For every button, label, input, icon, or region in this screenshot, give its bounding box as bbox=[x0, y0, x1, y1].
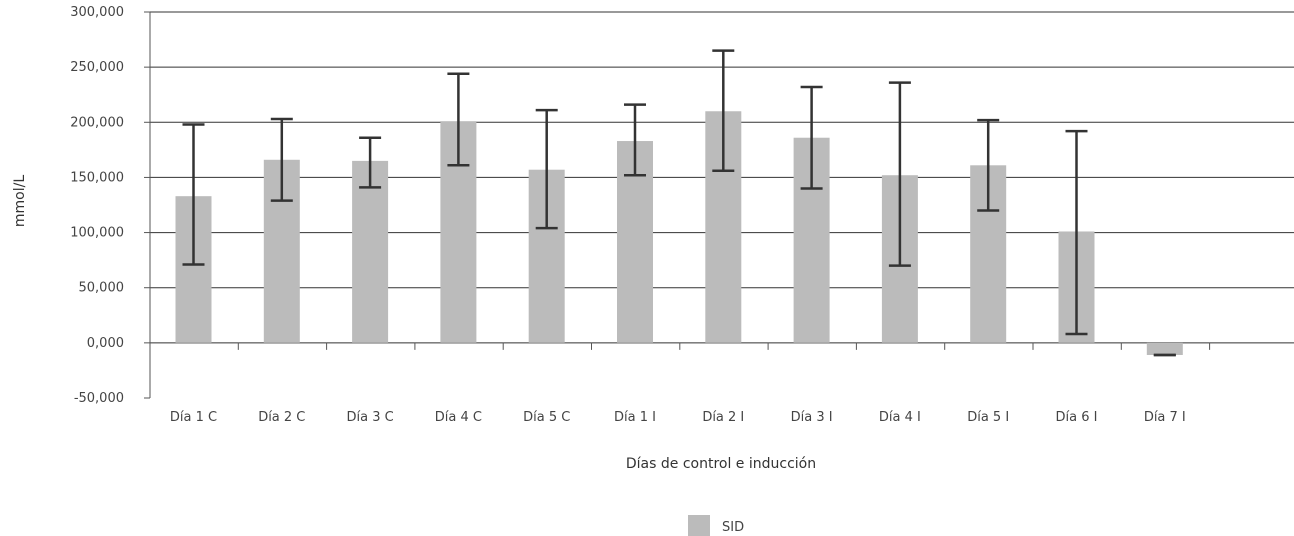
error-bar bbox=[447, 72, 470, 167]
error-bar bbox=[1065, 129, 1088, 336]
x-tick-label: Día 2 I bbox=[702, 410, 744, 425]
y-tick-label: 300,000 bbox=[70, 5, 124, 20]
error-bar bbox=[535, 108, 558, 230]
x-tick-label: Día 4 C bbox=[435, 410, 482, 425]
x-tick-label: Día 1 I bbox=[614, 410, 656, 425]
x-tick-label: Día 1 C bbox=[170, 410, 217, 425]
legend-swatch-sid bbox=[688, 515, 710, 536]
x-tick-label: Día 6 I bbox=[1056, 410, 1098, 425]
x-tick-label: Día 3 C bbox=[346, 410, 393, 425]
x-tick-label: Día 4 I bbox=[879, 410, 921, 425]
x-tick-label: Día 2 C bbox=[258, 410, 305, 425]
x-tick-labels: Día 1 C Día 2 C Día 3 C Día 4 C Día 5 C Día 1… bbox=[170, 410, 1186, 425]
bar bbox=[1146, 342, 1183, 355]
y-tick-label: 200,000 bbox=[70, 115, 124, 130]
bars bbox=[175, 111, 1183, 355]
x-tick-label: Día 5 C bbox=[523, 410, 570, 425]
y-tick-label: 100,000 bbox=[70, 226, 124, 241]
y-tick-labels: -50,000 0,000 50,000 100,000 150,000 200,000 2… bbox=[70, 5, 124, 406]
y-tick-label: 150,000 bbox=[70, 170, 124, 185]
error-bar bbox=[359, 136, 382, 189]
error-bar bbox=[800, 85, 823, 190]
x-axis-title: Días de control e inducción bbox=[626, 456, 816, 472]
axes bbox=[144, 11, 1211, 399]
x-tick-label: Día 5 I bbox=[967, 410, 1009, 425]
y-tick-label: 50,000 bbox=[79, 281, 125, 296]
y-tick-label: 250,000 bbox=[70, 60, 124, 75]
x-tick-label: Día 7 I bbox=[1144, 410, 1186, 425]
y-tick-label: -50,000 bbox=[74, 391, 124, 406]
y-axis-title: mmol/L bbox=[12, 175, 28, 227]
error-bar bbox=[270, 117, 293, 202]
bar bbox=[352, 160, 389, 343]
legend: SID bbox=[688, 515, 744, 536]
error-bar bbox=[712, 49, 735, 173]
error-bar bbox=[182, 123, 205, 266]
error-bar bbox=[888, 81, 911, 267]
error-bars bbox=[182, 49, 1176, 357]
error-bar bbox=[977, 118, 1000, 212]
y-tick-label: 0,000 bbox=[87, 336, 124, 351]
error-bar bbox=[624, 103, 646, 177]
x-tick-label: Día 3 I bbox=[791, 410, 833, 425]
legend-label-sid: SID bbox=[722, 520, 744, 535]
